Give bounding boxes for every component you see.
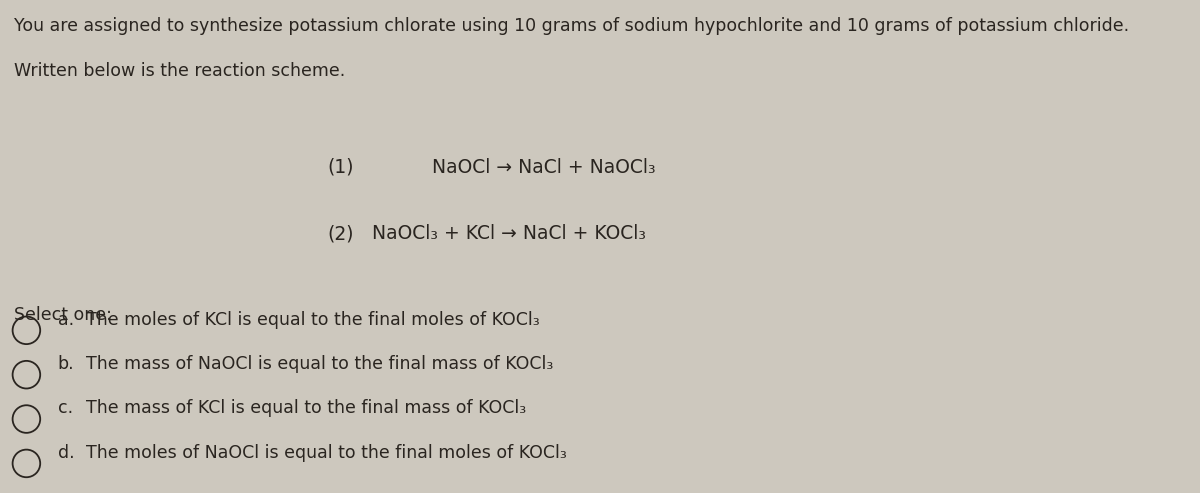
Text: The mass of NaOCl is equal to the final mass of KOCl₃: The mass of NaOCl is equal to the final …: [86, 355, 553, 373]
Text: NaOCl → NaCl + NaOCl₃: NaOCl → NaCl + NaOCl₃: [432, 158, 655, 177]
Text: Select one:: Select one:: [14, 306, 113, 324]
Text: The moles of NaOCl is equal to the final moles of KOCl₃: The moles of NaOCl is equal to the final…: [86, 444, 568, 462]
Text: The mass of KCl is equal to the final mass of KOCl₃: The mass of KCl is equal to the final ma…: [86, 399, 527, 418]
Text: Written below is the reaction scheme.: Written below is the reaction scheme.: [14, 62, 346, 80]
Text: d.: d.: [58, 444, 74, 462]
Text: c.: c.: [58, 399, 73, 418]
Text: (2): (2): [328, 224, 354, 244]
Text: You are assigned to synthesize potassium chlorate using 10 grams of sodium hypoc: You are assigned to synthesize potassium…: [14, 17, 1129, 35]
Text: a.: a.: [58, 311, 73, 329]
Text: (1): (1): [328, 158, 354, 177]
Text: b.: b.: [58, 355, 74, 373]
Text: The moles of KCl is equal to the final moles of KOCl₃: The moles of KCl is equal to the final m…: [86, 311, 540, 329]
Text: NaOCl₃ + KCl → NaCl + KOCl₃: NaOCl₃ + KCl → NaCl + KOCl₃: [372, 224, 646, 244]
